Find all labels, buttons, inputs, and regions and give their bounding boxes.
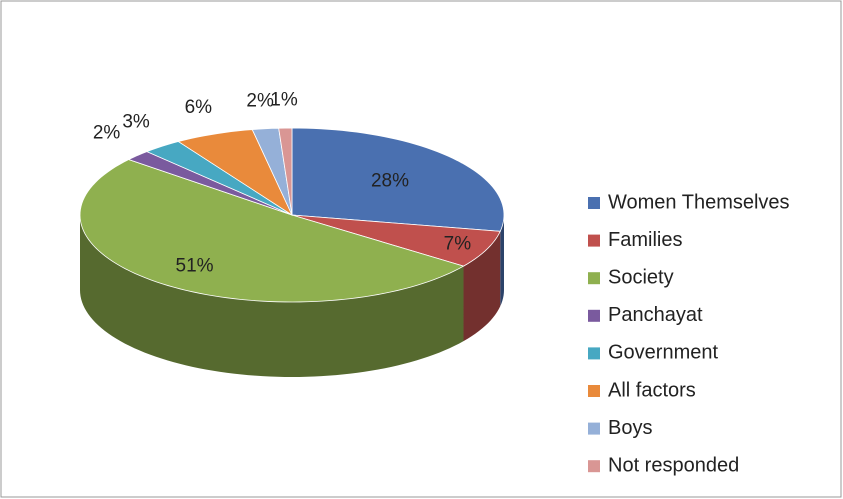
legend-label: Panchayat (608, 304, 703, 326)
pie-slice (291, 214, 501, 267)
legend-swatch (588, 460, 600, 473)
data-label: 2% (93, 123, 121, 144)
legend-label: All factors (608, 379, 696, 401)
data-label: 3% (122, 112, 150, 133)
legend-label: Boys (608, 417, 652, 439)
pie-slice (145, 141, 293, 216)
legend-label: Women Themselves (608, 191, 790, 213)
data-label: 7% (444, 233, 472, 254)
data-label: 2% (246, 90, 274, 111)
legend-swatch (588, 234, 600, 247)
pie-side (80, 215, 464, 377)
data-label: 28% (371, 171, 409, 192)
legend-swatch (588, 347, 600, 360)
legend-label: Families (608, 229, 682, 251)
data-label: 6% (185, 97, 213, 118)
pie-slice (177, 129, 293, 217)
legend-swatch (588, 272, 600, 285)
legend-label: Society (608, 266, 674, 288)
legend-label: Government (608, 342, 718, 364)
pie-slice (79, 159, 465, 303)
legend-label: Not responded (608, 454, 739, 476)
pie-side (500, 215, 504, 307)
pie-side (463, 231, 501, 342)
legend-swatch (588, 385, 600, 397)
legend-swatch (588, 309, 600, 322)
data-label: 51% (176, 256, 214, 277)
legend-swatch (588, 197, 600, 209)
pie-slice (291, 127, 505, 232)
pie-slice (278, 127, 293, 216)
data-label: 1% (270, 90, 298, 111)
legend-swatch (588, 422, 600, 435)
